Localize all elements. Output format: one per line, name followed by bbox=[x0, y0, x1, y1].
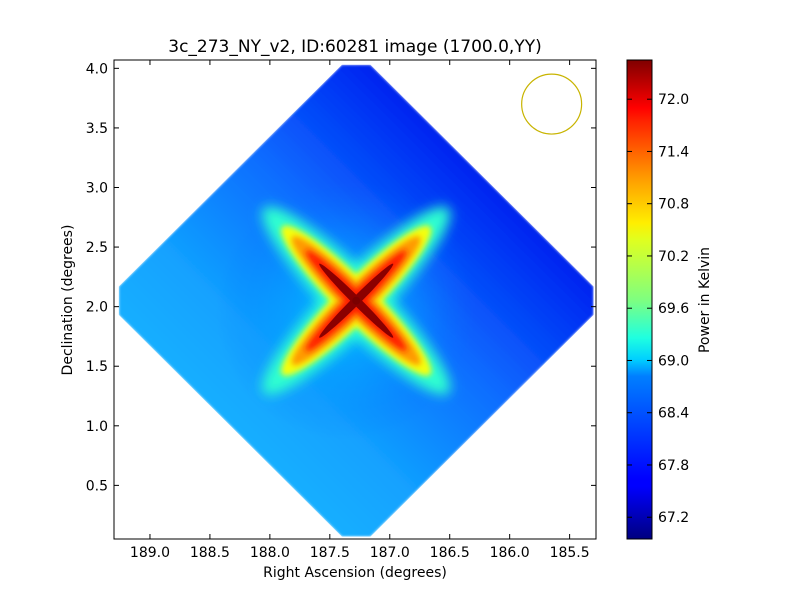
y-tick-label: 3.0 bbox=[86, 180, 108, 196]
axes-frame bbox=[113, 59, 597, 540]
x-tick-label: 187.5 bbox=[310, 545, 350, 561]
x-axis-label: Right Ascension (degrees) bbox=[263, 565, 447, 581]
x-tick-label: 188.5 bbox=[190, 545, 230, 561]
x-tick-label: 187.0 bbox=[370, 545, 410, 561]
colorbar bbox=[626, 59, 653, 540]
colorbar-tick-label: 68.4 bbox=[658, 406, 689, 422]
y-tick-label: 0.5 bbox=[86, 478, 108, 494]
y-axis-label: Declination (degrees) bbox=[60, 225, 76, 376]
colorbar-tick-label: 71.4 bbox=[658, 144, 689, 160]
beam-circle bbox=[521, 73, 583, 135]
colorbar-tick-label: 67.2 bbox=[658, 510, 689, 526]
x-tick-label: 186.0 bbox=[490, 545, 530, 561]
colorbar-ticks: 67.2 67.8 68.4 69.0 69.6 70.2 70.8 71.4 72.0 bbox=[627, 92, 689, 526]
x-tick-label: 188.0 bbox=[250, 545, 290, 561]
y-axis: 0.5 1.0 1.5 2.0 2.5 3.0 3.5 4.0 bbox=[86, 61, 596, 494]
colorbar-tick-label: 69.6 bbox=[658, 301, 689, 317]
colorbar-tick-label: 70.8 bbox=[658, 197, 689, 213]
y-tick-label: 3.5 bbox=[86, 121, 108, 137]
colorbar-tick-label: 70.2 bbox=[658, 249, 689, 265]
y-tick-label: 1.0 bbox=[86, 419, 108, 435]
colorbar-tick-label: 72.0 bbox=[658, 92, 689, 108]
x-tick-label: 185.5 bbox=[550, 545, 590, 561]
sky-map bbox=[118, 64, 594, 537]
colorbar-tick-label: 67.8 bbox=[658, 458, 689, 474]
y-tick-label: 2.0 bbox=[86, 300, 108, 316]
x-axis: 189.0 188.5 188.0 187.5 187.0 186.5 186.0 185.5 bbox=[130, 60, 590, 561]
y-tick-label: 4.0 bbox=[86, 61, 108, 77]
colorbar-tick-label: 69.0 bbox=[658, 353, 689, 369]
colorbar-label: Power in Kelvin bbox=[697, 247, 713, 353]
x-tick-label: 186.5 bbox=[430, 545, 470, 561]
heatmap-image bbox=[118, 64, 594, 537]
y-tick-label: 2.5 bbox=[86, 240, 108, 256]
y-tick-label: 1.5 bbox=[86, 359, 108, 375]
x-tick-label: 189.0 bbox=[130, 545, 170, 561]
chart-title: 3c_273_NY_v2, ID:60281 image (1700.0,YY) bbox=[168, 37, 542, 57]
